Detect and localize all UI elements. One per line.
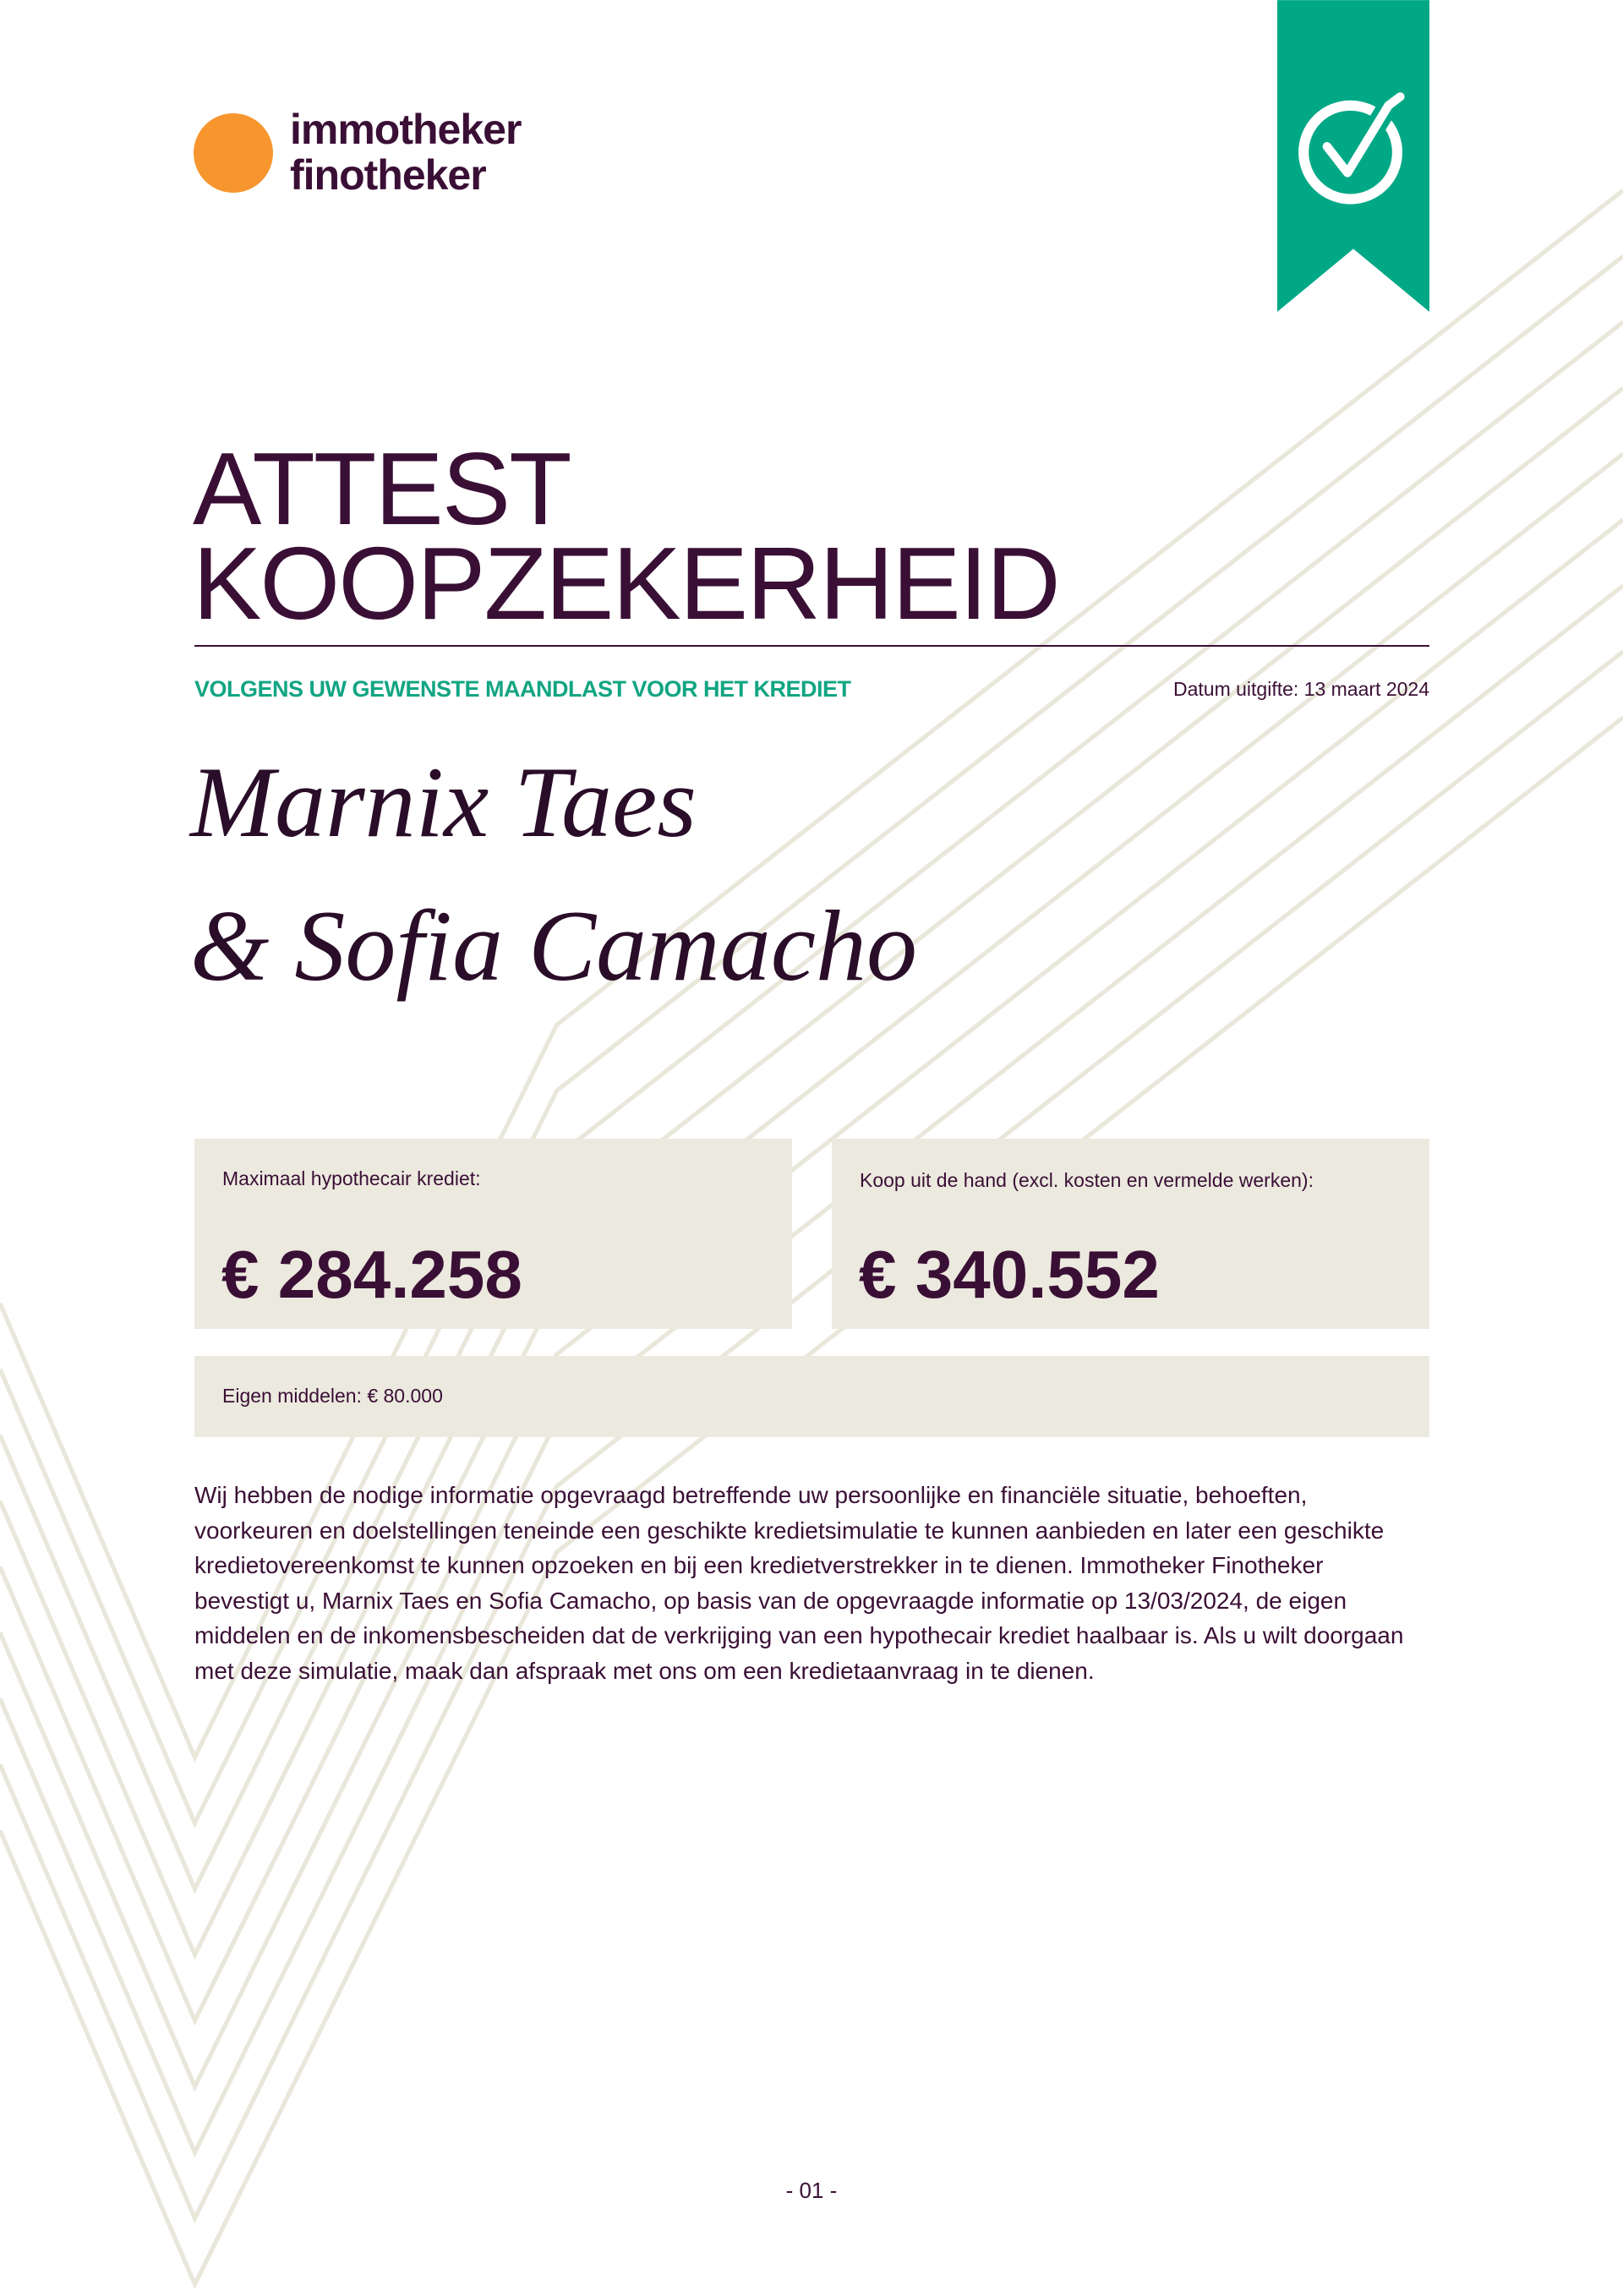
logo-line1: immotheker [290,106,522,153]
check-circle-icon [1298,92,1405,205]
signature-line2: & Sofia Camacho [190,889,917,1002]
own-funds-box: Eigen middelen: € 80.000 [194,1356,1429,1437]
max-credit-box: Maximaal hypothecair krediet: € 284.258 [194,1139,792,1329]
purchase-value: € 340.552 [859,1237,1160,1312]
signature-line1: Marnix Taes [190,746,697,858]
page-number: - 01 - [785,2178,838,2203]
logo-circle [194,113,273,193]
check-ribbon-badge [1277,0,1429,312]
purchase-label: Koop uit de hand (excl. kosten en vermel… [860,1169,1314,1191]
chevron-line [0,320,1623,1894]
chevron-line [0,649,1623,2224]
purchase-box: Koop uit de hand (excl. kosten en vermel… [832,1139,1429,1329]
chevron-line [0,451,1623,2026]
chevron-line [0,715,1623,2290]
max-credit-value: € 284.258 [221,1237,522,1312]
logo: immotheker finotheker [290,106,522,199]
chevron-line [0,517,1623,2092]
title-line1: ATTEST [193,431,572,546]
own-funds-label: Eigen middelen: € 80.000 [222,1385,443,1407]
issue-date: Datum uitgifte: 13 maart 2024 [1173,678,1429,700]
page-title: ATTEST KOOPZEKERHEID [193,431,1061,641]
title-line2: KOOPZEKERHEID [193,526,1061,641]
subtitle: VOLGENS UW GEWENSTE MAANDLAST VOOR HET K… [194,676,851,702]
body-paragraph: Wij hebben de nodige informatie opgevraa… [194,1482,1404,1684]
divider [194,645,1429,647]
chevron-line [0,583,1623,2158]
chevron-line [0,385,1623,1960]
chevron-line [0,254,1623,1829]
logo-line2: finotheker [290,151,487,199]
max-credit-label: Maximaal hypothecair krediet: [222,1167,481,1189]
